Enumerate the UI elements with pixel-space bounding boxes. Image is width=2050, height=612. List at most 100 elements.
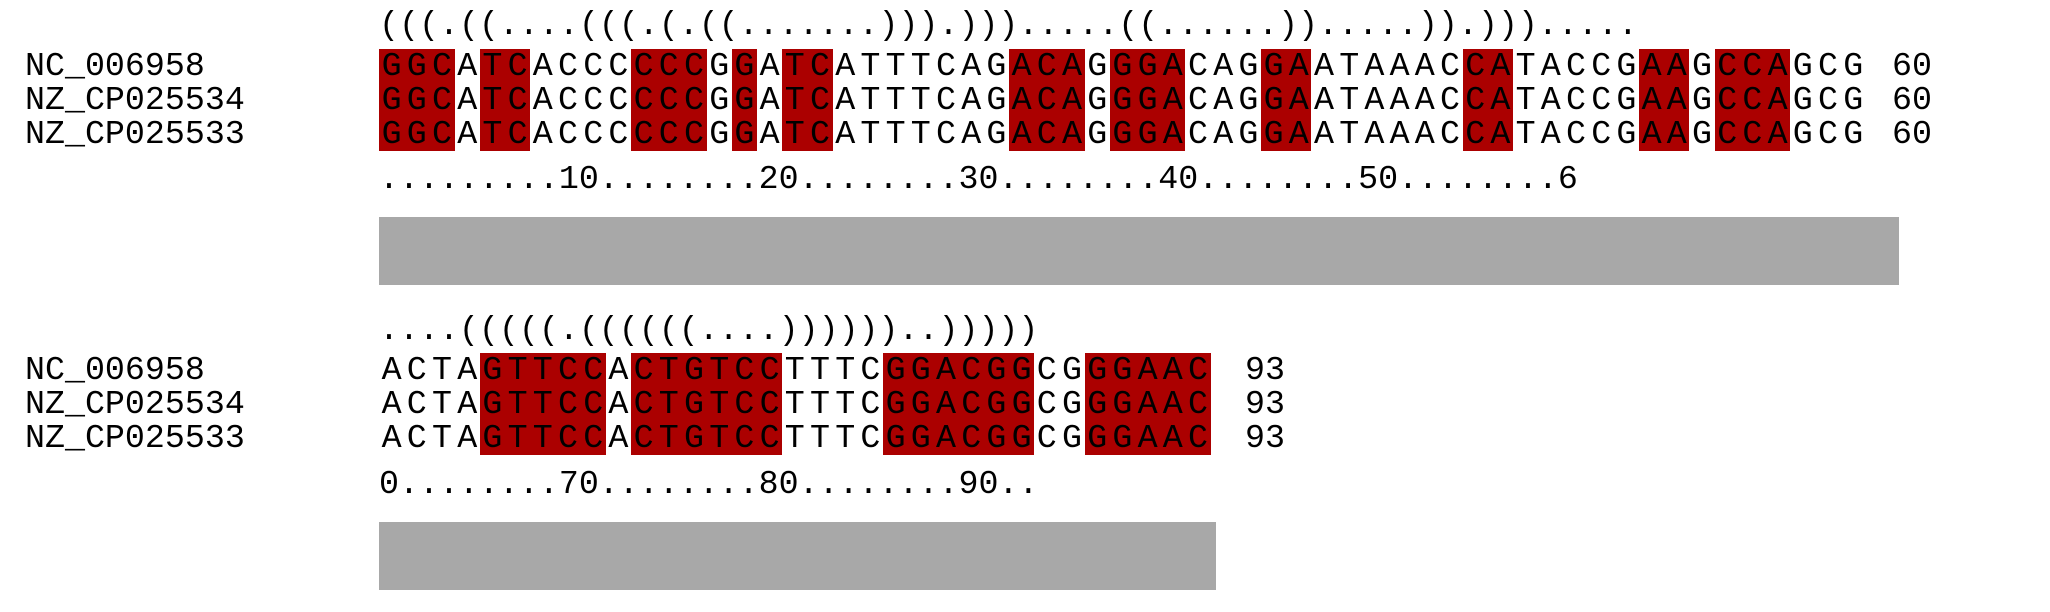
conserved-base: C xyxy=(1714,83,1740,117)
conserved-base: C xyxy=(505,83,531,117)
base: C xyxy=(1187,47,1208,85)
residue-count: 93 xyxy=(1245,385,1285,423)
conserved-base: C xyxy=(555,421,581,455)
conserved-base: G xyxy=(731,83,757,117)
conserved-base: G xyxy=(1261,117,1287,151)
base: A xyxy=(1364,81,1385,119)
base: T xyxy=(431,419,452,457)
conserved-base: C xyxy=(1462,117,1488,151)
base: A xyxy=(1540,47,1561,85)
residue-count: 60 xyxy=(1892,81,1932,119)
conserved-base: G xyxy=(1084,387,1110,421)
conserved-base: A xyxy=(1135,353,1161,387)
base: C xyxy=(1591,47,1612,85)
conserved-base: C xyxy=(731,421,757,455)
base: A xyxy=(759,81,780,119)
conserved-base: G xyxy=(681,421,707,455)
conserved-base: C xyxy=(631,83,657,117)
conserved-base: G xyxy=(1135,117,1161,151)
conserved-base: C xyxy=(757,421,783,455)
base: A xyxy=(961,81,982,119)
base: C xyxy=(1439,47,1460,85)
base: G xyxy=(986,81,1007,119)
conserved-base: C xyxy=(731,387,757,421)
base: A xyxy=(457,351,478,389)
conserved-base: C xyxy=(807,117,833,151)
conserved-base: C xyxy=(958,387,984,421)
base: A xyxy=(381,419,402,457)
base: C xyxy=(1565,47,1586,85)
residue-count: 93 xyxy=(1245,351,1285,389)
base: A xyxy=(457,81,478,119)
conserved-base: G xyxy=(1084,421,1110,455)
conserved-base: A xyxy=(1664,49,1690,83)
conserved-base: C xyxy=(1462,83,1488,117)
base: C xyxy=(1817,47,1838,85)
base: G xyxy=(1616,81,1637,119)
conserved-base: A xyxy=(933,387,959,421)
conserved-base: A xyxy=(1160,117,1186,151)
conserved-base: A xyxy=(1286,117,1312,151)
conserved-base: G xyxy=(731,117,757,151)
conserved-base: G xyxy=(404,49,430,83)
base: G xyxy=(709,47,730,85)
base: C xyxy=(1439,115,1460,153)
conserved-base: T xyxy=(656,387,682,421)
base: T xyxy=(431,385,452,423)
base: G xyxy=(986,47,1007,85)
conserved-base: G xyxy=(681,353,707,387)
structure-line: (((.((....(((.(.((.......))).))).....((.… xyxy=(379,6,1638,44)
conserved-base: T xyxy=(782,117,808,151)
base: A xyxy=(1364,115,1385,153)
conserved-base: C xyxy=(580,353,606,387)
conserved-base: G xyxy=(1109,353,1135,387)
conserved-base: A xyxy=(1009,117,1035,151)
conserved-base: C xyxy=(1185,387,1211,421)
structure-line: ....(((((.((((((....))))))..))))) xyxy=(379,311,1039,349)
base: A xyxy=(1540,81,1561,119)
conserved-base: C xyxy=(1185,421,1211,455)
conserved-base: T xyxy=(782,83,808,117)
base: T xyxy=(431,351,452,389)
conserved-base: A xyxy=(1009,49,1035,83)
base: A xyxy=(1414,81,1435,119)
base: A xyxy=(1389,115,1410,153)
base: A xyxy=(608,419,629,457)
base: G xyxy=(1238,115,1259,153)
base: C xyxy=(1565,81,1586,119)
base: T xyxy=(835,419,856,457)
conserved-base: G xyxy=(983,421,1009,455)
conserved-base: G xyxy=(1084,353,1110,387)
base: T xyxy=(1339,115,1360,153)
conserved-base: T xyxy=(479,49,505,83)
sequence-name: NZ_CP025533 xyxy=(25,115,245,153)
base: T xyxy=(809,419,830,457)
base: C xyxy=(1817,81,1838,119)
conserved-base: C xyxy=(631,117,657,151)
base: C xyxy=(1591,81,1612,119)
conserved-base: C xyxy=(555,387,581,421)
conserved-base: G xyxy=(479,353,505,387)
base: A xyxy=(961,115,982,153)
base: G xyxy=(1087,81,1108,119)
base: A xyxy=(457,47,478,85)
position-ruler: 0........70........80........90.. xyxy=(379,465,1039,503)
conserved-base: A xyxy=(1487,49,1513,83)
conserved-base: C xyxy=(631,353,657,387)
base: A xyxy=(381,385,402,423)
conserved-base: C xyxy=(958,353,984,387)
conserved-base: A xyxy=(1765,117,1791,151)
conserved-base: T xyxy=(706,353,732,387)
conserved-base: G xyxy=(731,49,757,83)
base: G xyxy=(709,81,730,119)
conserved-base: T xyxy=(782,49,808,83)
base: T xyxy=(809,351,830,389)
base: G xyxy=(1691,115,1712,153)
base: C xyxy=(608,81,629,119)
base: G xyxy=(1792,81,1813,119)
conserved-base: A xyxy=(1135,421,1161,455)
conserved-base: A xyxy=(1639,83,1665,117)
conserved-base: G xyxy=(908,387,934,421)
conserved-base: G xyxy=(479,421,505,455)
